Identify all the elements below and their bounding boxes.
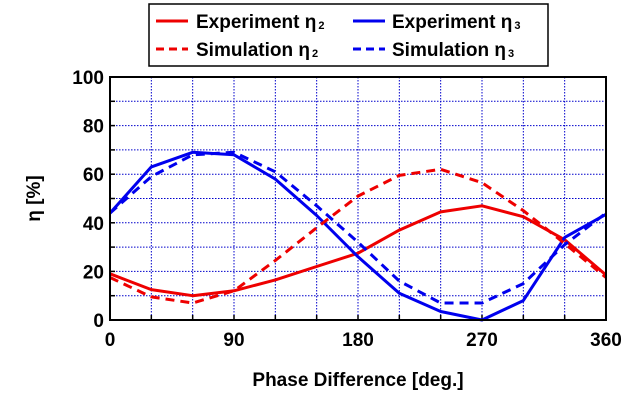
y-axis-label: η [%] xyxy=(24,175,45,221)
legend-subscript: 3 xyxy=(508,48,514,60)
legend-subscript: 2 xyxy=(318,20,324,32)
series-line-3 xyxy=(109,167,607,305)
y-tick-label: 80 xyxy=(83,117,104,138)
x-tick-label: 90 xyxy=(223,330,244,351)
x-tick-label: 360 xyxy=(590,330,622,351)
plot-frame xyxy=(109,76,607,321)
series-lines xyxy=(108,150,607,322)
x-tick-label: 180 xyxy=(342,330,374,351)
legend-subscript: 2 xyxy=(312,48,318,60)
x-tick-labels: 0 90 180 270 360 xyxy=(105,330,622,351)
series-line-2 xyxy=(108,150,607,322)
series-line-1 xyxy=(109,204,607,298)
series-line-4 xyxy=(109,150,607,305)
x-axis-label: Phase Difference [deg.] xyxy=(252,370,463,391)
grid xyxy=(110,77,606,320)
y-tick-label: 40 xyxy=(83,214,104,235)
y-tick-label: 0 xyxy=(93,311,104,332)
y-tick-label: 60 xyxy=(83,165,104,186)
y-tick-label: 20 xyxy=(83,262,104,283)
y-tick-labels: 0 20 40 60 80 100 xyxy=(72,68,104,332)
y-tick-label: 100 xyxy=(72,68,104,89)
x-tick-label: 270 xyxy=(466,330,498,351)
legend-subscript: 3 xyxy=(514,20,520,32)
x-tick-label: 0 xyxy=(105,330,116,351)
legend-box xyxy=(148,3,549,67)
